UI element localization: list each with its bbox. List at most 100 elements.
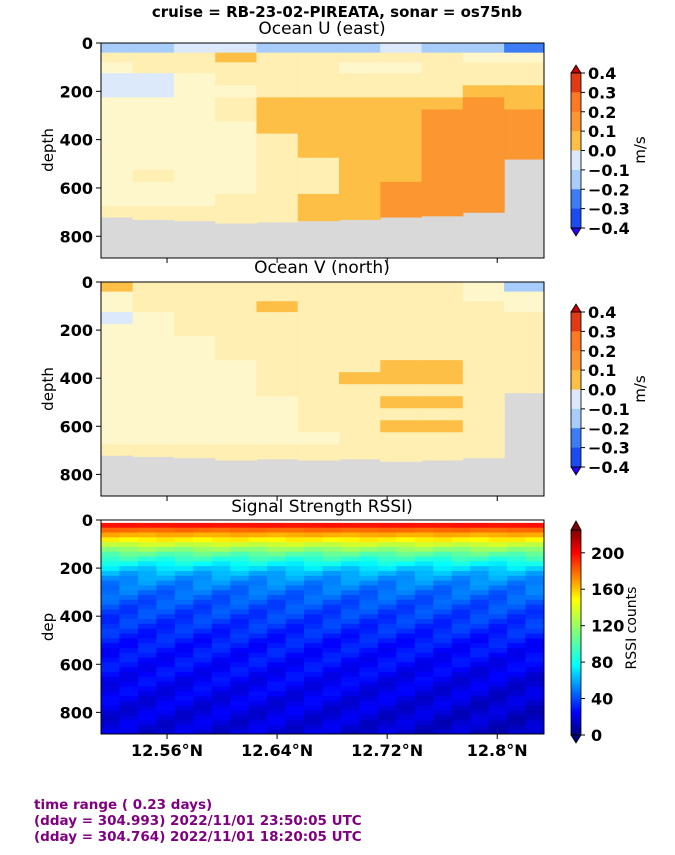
data-cell: [285, 633, 305, 639]
data-cell: [101, 432, 134, 445]
data-cell: [297, 291, 340, 302]
data-cell: [174, 532, 194, 538]
data-cell: [137, 700, 157, 707]
data-cell: [285, 720, 305, 726]
data-cell: [101, 638, 121, 644]
data-cell: [248, 628, 268, 635]
data-cell: [211, 710, 231, 716]
data-cell: [377, 652, 397, 659]
data-cell: [211, 542, 231, 548]
data-cell: [174, 705, 194, 712]
data-cell: [267, 633, 287, 639]
data-cell: [359, 715, 379, 721]
data-cell: [504, 109, 544, 123]
data-cell: [304, 542, 324, 548]
data-cell: [285, 686, 305, 692]
data-cell: [119, 700, 139, 707]
data-cell: [297, 169, 340, 183]
data-cell: [462, 121, 505, 135]
data-cell: [470, 580, 490, 587]
data-cell: [267, 676, 287, 683]
data-cell: [340, 595, 361, 601]
data-cell: [507, 724, 527, 731]
data-cell: [215, 282, 258, 293]
data-cell: [101, 696, 121, 702]
data-cell: [267, 681, 287, 687]
data-cell: [377, 580, 397, 587]
data-cell: [359, 628, 379, 635]
data-cell: [156, 590, 176, 596]
data-cell: [462, 456, 505, 459]
axes-frame-rssi: [100, 519, 545, 735]
data-cell: [470, 556, 490, 562]
data-cell: [525, 580, 544, 587]
data-cell: [377, 662, 397, 668]
y-tick-label: 400: [60, 607, 93, 626]
data-cell: [340, 652, 361, 659]
data-cell: [421, 432, 464, 445]
data-cell: [215, 97, 258, 111]
data-cell: [340, 599, 361, 606]
data-cell: [377, 614, 397, 620]
data-cell: [421, 145, 464, 159]
data-cell: [359, 614, 379, 620]
data-cell: [101, 619, 121, 625]
data-cell: [285, 595, 305, 601]
data-cell: [193, 614, 213, 620]
data-cell: [396, 585, 416, 591]
data-cell: [119, 532, 139, 538]
data-cell: [156, 700, 176, 707]
data-cell: [380, 432, 423, 445]
data-cell: [507, 614, 527, 620]
colorbar-tick-label: 0.3: [588, 83, 616, 102]
data-cell: [304, 667, 324, 673]
data-cell: [211, 532, 231, 538]
data-cell: [285, 696, 305, 702]
data-cell: [230, 686, 250, 692]
heatmap-rssi: [101, 522, 544, 734]
data-cell: [340, 566, 361, 572]
data-cell: [173, 43, 216, 54]
data-cell: [507, 662, 527, 668]
data-cell: [132, 62, 175, 74]
data-cell: [339, 396, 381, 409]
data-cell: [256, 62, 299, 74]
data-cell: [380, 444, 423, 457]
data-cell: [433, 696, 453, 702]
data-cell: [488, 705, 508, 712]
data-cell: [267, 580, 287, 587]
colorbar-tick-label: 0.2: [588, 103, 616, 122]
data-cell: [101, 623, 121, 630]
data-cell: [101, 62, 134, 74]
data-cell: [230, 599, 250, 606]
data-cell: [525, 686, 544, 692]
data-cell: [156, 575, 176, 582]
data-cell: [137, 561, 157, 567]
data-cell: [396, 590, 416, 596]
data-cell: [507, 595, 527, 601]
data-cell: [421, 336, 464, 349]
data-cell: [256, 372, 299, 385]
data-cell: [304, 537, 324, 543]
data-cell: [462, 206, 505, 213]
data-cell: [359, 585, 379, 591]
data-cell: [211, 696, 231, 702]
data-cell: [470, 647, 490, 654]
data-cell: [488, 623, 508, 630]
data-cell: [156, 724, 176, 731]
data-cell: [297, 324, 340, 337]
data-cell: [396, 667, 416, 673]
data-cell: [193, 527, 213, 534]
data-cell: [211, 575, 231, 582]
data-cell: [433, 542, 453, 548]
data-cell: [285, 628, 305, 635]
data-cell: [339, 206, 381, 219]
data-cell: [451, 585, 471, 591]
data-cell: [322, 643, 342, 649]
data-cell: [507, 691, 527, 697]
data-cell: [433, 710, 453, 716]
data-cell: [322, 681, 342, 687]
data-cell: [377, 599, 397, 606]
data-cell: [137, 643, 157, 649]
data-cell: [267, 595, 287, 601]
